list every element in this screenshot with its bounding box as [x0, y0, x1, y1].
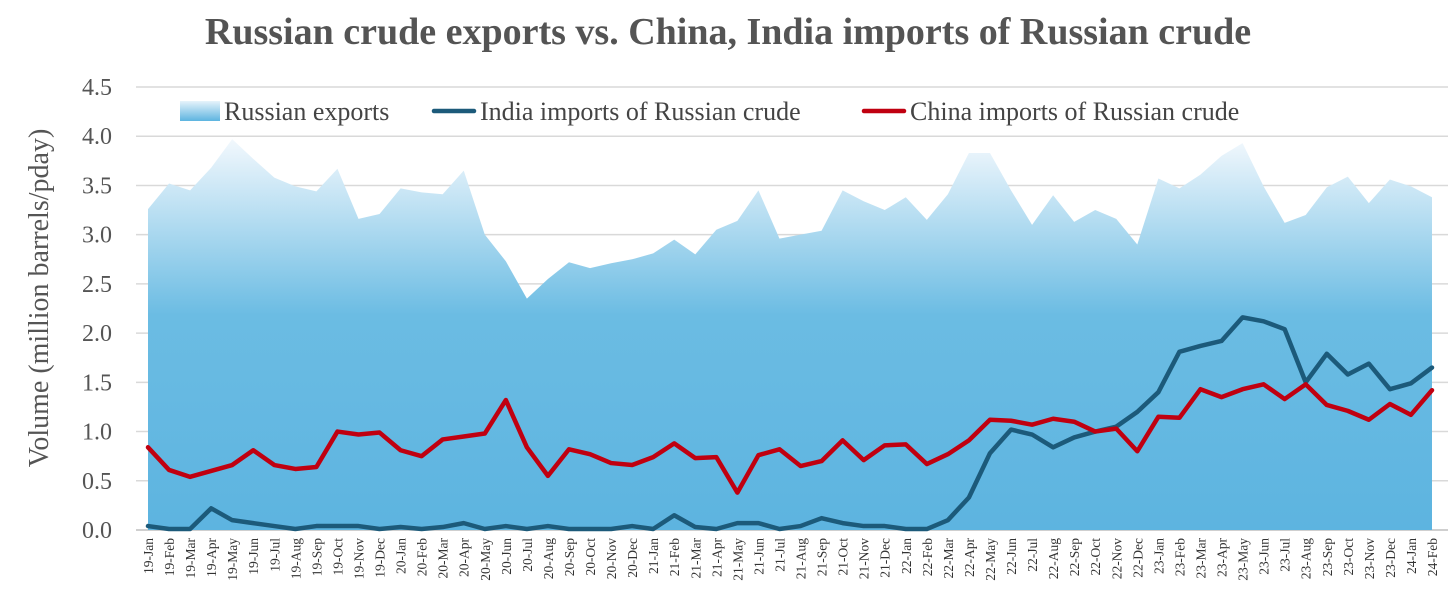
x-tick-label: 19-Jun — [246, 538, 261, 575]
x-tick-label: 20-Jun — [499, 538, 514, 575]
x-tick-label: 21-Dec — [878, 538, 893, 578]
x-tick-label: 20-Oct — [583, 538, 598, 576]
legend: Russian exports India imports of Russian … — [180, 97, 1239, 126]
x-tick-label: 21-Jun — [751, 538, 766, 575]
x-tick-label: 21-Oct — [836, 538, 851, 576]
x-tick-label: 22-Nov — [1109, 538, 1124, 579]
x-tick-label: 22-Sep — [1067, 538, 1082, 576]
line-layer — [145, 315, 1435, 532]
x-tick-label: 23-Oct — [1341, 538, 1356, 576]
x-tick-label: 23-Jun — [1257, 538, 1272, 575]
x-tick-label: 20-Aug — [541, 538, 556, 579]
series-line-2 — [145, 382, 1435, 495]
x-tick-label: 20-Feb — [415, 538, 430, 576]
chart-title: Russian crude exports vs. China, India i… — [204, 11, 1252, 53]
x-tick-label: 21-May — [730, 538, 745, 581]
series-area-russian-exports — [148, 139, 1432, 531]
x-tick-label: 24-Feb — [1425, 538, 1440, 576]
legend-label: Russian exports — [224, 97, 389, 126]
x-tick-label: 22-May — [983, 538, 998, 581]
x-tick-label: 20-Jul — [520, 538, 535, 572]
x-tick-label: 24-Jan — [1404, 538, 1419, 574]
x-tick-label: 23-Aug — [1299, 538, 1314, 579]
x-tick-label: 22-Apr — [962, 538, 977, 577]
x-tick-label: 19-Feb — [162, 538, 177, 576]
x-tick-label: 21-Mar — [688, 538, 703, 579]
x-tick-label: 20-Mar — [436, 538, 451, 579]
x-axis-ticks: 19-Jan 19-Feb 19-Mar 19-Apr 19-May 19-Jun 19-J… — [141, 538, 1440, 581]
x-tick-label: 22-Dec — [1130, 538, 1145, 578]
x-tick-label: 23-Nov — [1362, 538, 1377, 579]
area-layer — [148, 139, 1432, 531]
x-tick-label: 22-Jun — [1004, 538, 1019, 575]
x-tick-label: 22-Mar — [941, 538, 956, 579]
x-tick-label: 20-May — [478, 538, 493, 581]
y-axis-ticks: 0.0 0.5 1.0 1.5 2.0 2.5 3.0 3.5 4.0 4.5 — [82, 75, 112, 544]
x-tick-label: 22-Oct — [1088, 538, 1103, 576]
x-tick-label: 19-Nov — [351, 538, 366, 579]
y-axis-label: Volume (million barrels/pday) — [24, 129, 55, 468]
y-tick-label: 4.0 — [82, 124, 112, 150]
y-tick-label: 1.0 — [82, 420, 112, 446]
x-tick-label: 21-Sep — [815, 538, 830, 576]
x-tick-label: 21-Aug — [794, 538, 809, 579]
x-tick-label: 19-Jul — [267, 538, 282, 572]
y-tick-label: 2.5 — [82, 272, 112, 298]
x-tick-label: 19-Apr — [204, 538, 219, 577]
x-tick-label: 22-Aug — [1046, 538, 1061, 579]
x-tick-label: 23-Sep — [1320, 538, 1335, 576]
x-tick-label: 20-Jan — [394, 538, 409, 574]
x-tick-label: 21-Feb — [667, 538, 682, 576]
x-tick-label: 22-Feb — [920, 538, 935, 576]
x-tick-label: 21-Nov — [857, 538, 872, 579]
x-tick-label: 19-May — [225, 538, 240, 581]
x-tick-label: 19-Mar — [183, 538, 198, 579]
y-tick-label: 1.5 — [82, 370, 112, 396]
x-tick-label: 22-Jul — [1025, 538, 1040, 572]
x-tick-label: 22-Jan — [899, 538, 914, 574]
x-tick-label: 20-Apr — [457, 538, 472, 577]
x-tick-label: 23-Dec — [1383, 538, 1398, 578]
x-tick-label: 21-Jul — [772, 538, 787, 572]
x-tick-label: 21-Apr — [709, 538, 724, 577]
y-tick-label: 3.0 — [82, 223, 112, 249]
x-tick-label: 19-Aug — [288, 538, 303, 579]
x-tick-label: 23-Jul — [1278, 538, 1293, 572]
x-tick-label: 23-Jan — [1151, 538, 1166, 574]
y-tick-label: 0.0 — [82, 518, 112, 544]
x-tick-label: 23-Feb — [1172, 538, 1187, 576]
y-tick-label: 4.5 — [82, 75, 112, 101]
x-tick-label: 19-Jan — [141, 538, 156, 574]
x-tick-label: 23-Apr — [1215, 538, 1230, 577]
x-tick-label: 23-Mar — [1193, 538, 1208, 579]
legend-swatch-area — [180, 101, 220, 121]
x-tick-label: 20-Sep — [562, 538, 577, 576]
y-tick-label: 3.5 — [82, 173, 112, 199]
series-line-1 — [145, 315, 1435, 532]
x-tick-label: 19-Sep — [309, 538, 324, 576]
x-tick-label: 23-May — [1236, 538, 1251, 581]
legend-label: China imports of Russian crude — [910, 97, 1239, 126]
y-tick-label: 0.5 — [82, 469, 112, 495]
x-tick-label: 19-Dec — [373, 538, 388, 578]
x-tick-label: 20-Dec — [625, 538, 640, 578]
x-tick-label: 19-Oct — [330, 538, 345, 576]
legend-label: India imports of Russian crude — [480, 97, 801, 126]
y-tick-label: 2.0 — [82, 321, 112, 347]
x-tick-label: 21-Jan — [646, 538, 661, 574]
x-tick-label: 20-Nov — [604, 538, 619, 579]
